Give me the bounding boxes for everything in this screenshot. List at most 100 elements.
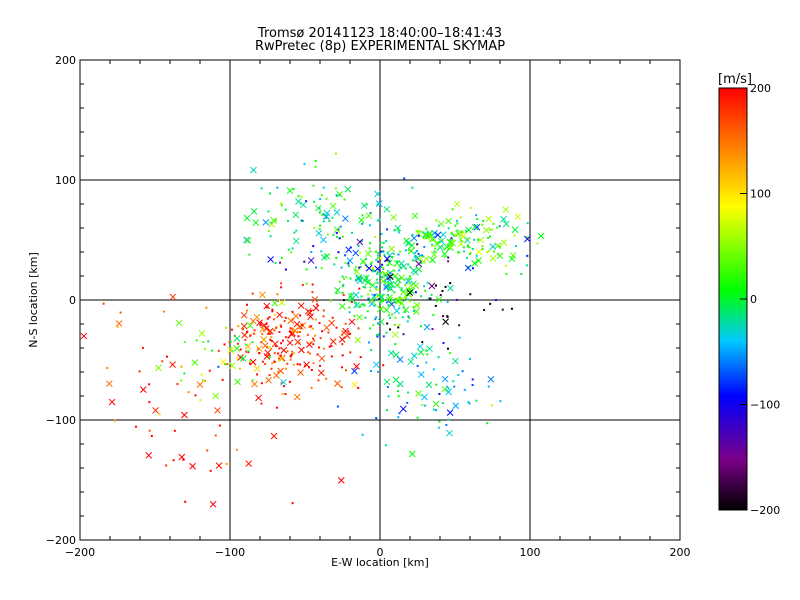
- scatter-dot: [442, 315, 445, 318]
- scatter-dot: [106, 367, 109, 370]
- scatter-dot: [230, 328, 233, 331]
- scatter-dot: [342, 293, 345, 296]
- scatter-cross: [214, 407, 221, 414]
- scatter-dot: [475, 399, 478, 402]
- scatter-dot: [388, 259, 391, 262]
- scatter-dot: [268, 192, 271, 195]
- scatter-cross: [410, 267, 418, 274]
- scatter-dot: [258, 352, 261, 355]
- scatter-dot: [249, 360, 252, 363]
- scatter-dot: [432, 408, 435, 411]
- scatter-dot: [447, 227, 450, 230]
- scatter-cross: [253, 365, 261, 372]
- scatter-cross: [482, 226, 490, 234]
- scatter-cross: [169, 293, 177, 301]
- scatter-dot: [183, 340, 186, 343]
- scatter-dot: [244, 350, 247, 353]
- scatter-dot: [307, 351, 310, 354]
- scatter-dot: [297, 335, 300, 338]
- scatter-dot: [299, 327, 302, 330]
- scatter-dot: [317, 379, 320, 382]
- scatter-cross: [423, 323, 431, 331]
- scatter-cross: [392, 376, 400, 384]
- y-tick-label: −100: [46, 414, 76, 427]
- scatter-dot: [446, 385, 449, 388]
- scatter-cross: [446, 238, 454, 246]
- scatter-dot: [226, 363, 229, 366]
- scatter-dot: [148, 401, 151, 404]
- scatter-dot: [481, 245, 484, 248]
- scatter-cross: [328, 319, 336, 327]
- scatter-cross: [262, 219, 270, 226]
- scatter-dot: [244, 338, 247, 341]
- scatter-dot: [209, 469, 212, 472]
- scatter-dot: [461, 230, 464, 233]
- x-tick-label: 200: [670, 546, 691, 559]
- scatter-dot: [113, 419, 116, 422]
- scatter-dot: [473, 238, 476, 241]
- scatter-cross: [333, 226, 341, 234]
- scatter-dot: [268, 346, 271, 349]
- scatter-dot: [278, 331, 281, 334]
- scatter-cross: [306, 309, 314, 317]
- scatter-points: [80, 152, 545, 508]
- scatter-cross: [452, 357, 459, 365]
- scatter-cross: [351, 381, 358, 389]
- scatter-cross: [502, 206, 510, 214]
- scatter-dot: [309, 325, 312, 328]
- scatter-dot: [265, 323, 268, 326]
- scatter-dot: [314, 165, 317, 168]
- scatter-dot: [389, 328, 392, 331]
- scatter-dot: [280, 354, 283, 357]
- scatter-dot: [330, 344, 333, 347]
- scatter-dot: [392, 269, 395, 272]
- scatter-cross: [457, 240, 465, 248]
- scatter-dot: [357, 244, 360, 247]
- scatter-cross: [416, 343, 424, 350]
- scatter-dot: [354, 301, 357, 304]
- scatter-cross: [489, 243, 497, 250]
- scatter-dot: [269, 338, 272, 341]
- y-tick-label: 0: [69, 294, 76, 307]
- scatter-dot: [341, 366, 344, 369]
- scatter-dot: [393, 298, 396, 301]
- scatter-dot: [447, 260, 450, 263]
- scatter-dot: [330, 355, 333, 358]
- scatter-dot: [280, 204, 283, 207]
- scatter-cross: [299, 201, 307, 209]
- scatter-dot: [434, 409, 437, 412]
- scatter-dot: [426, 353, 429, 356]
- scatter-dot: [520, 272, 523, 275]
- scatter-cross: [351, 367, 358, 375]
- scatter-dot: [501, 308, 504, 311]
- scatter-dot: [282, 385, 285, 388]
- scatter-dot: [441, 290, 444, 293]
- scatter-cross: [342, 215, 349, 222]
- scatter-dot: [406, 401, 409, 404]
- scatter-dot: [320, 194, 323, 197]
- scatter-dot: [313, 200, 316, 203]
- scatter-dot: [394, 343, 397, 346]
- scatter-dot: [280, 282, 283, 285]
- scatter-cross: [356, 277, 364, 285]
- scatter-dot: [405, 281, 408, 284]
- scatter-dot: [431, 328, 434, 331]
- scatter-dot: [382, 299, 385, 302]
- scatter-dot: [492, 222, 495, 225]
- scatter-dot: [389, 316, 392, 319]
- scatter-dot: [417, 234, 420, 237]
- scatter-dot: [290, 350, 293, 353]
- scatter-dot: [194, 394, 197, 397]
- scatter-cross: [392, 351, 400, 359]
- scatter-cross: [271, 340, 279, 348]
- scatter-cross: [377, 305, 384, 313]
- scatter-dot: [431, 243, 434, 246]
- scatter-dot: [319, 337, 322, 340]
- scatter-cross: [465, 226, 472, 234]
- scatter-dot: [377, 333, 380, 336]
- scatter-cross: [292, 237, 300, 245]
- scatter-cross: [394, 297, 402, 305]
- scatter-dot: [442, 342, 445, 345]
- scatter-dot: [241, 357, 244, 360]
- scatter-dot: [434, 304, 437, 307]
